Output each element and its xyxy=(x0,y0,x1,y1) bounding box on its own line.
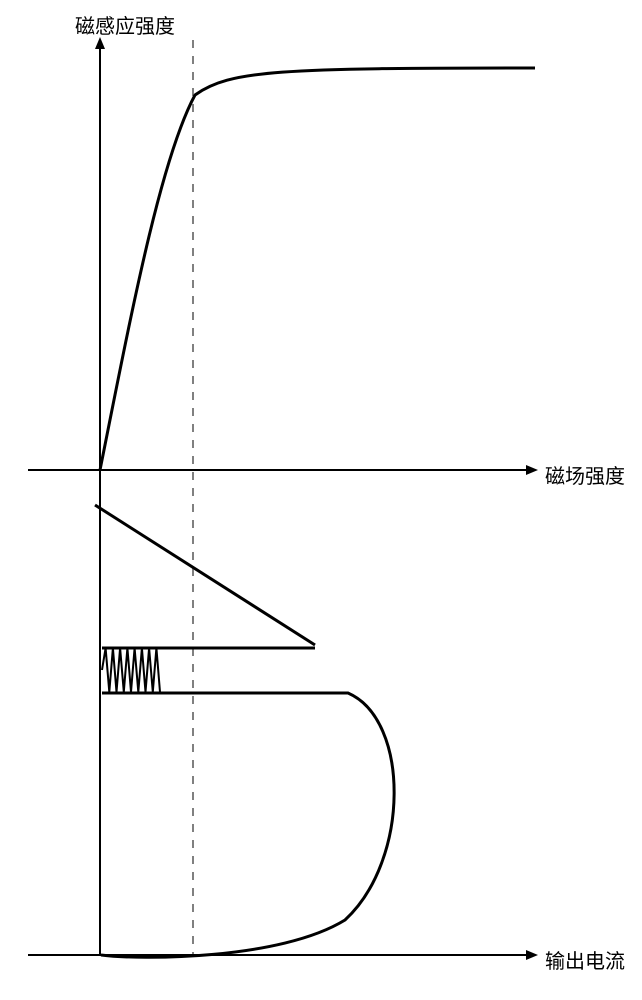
oscillation-curve xyxy=(102,648,160,692)
diagram-svg xyxy=(0,0,642,1000)
output-curve xyxy=(95,505,315,645)
x-axis-bottom-label: 输出电流 xyxy=(545,945,625,974)
diagram-canvas: 磁感应强度 磁场强度 输出电流 xyxy=(0,0,642,1000)
y-axis-top-label: 磁感应强度 xyxy=(75,10,175,39)
output-curve xyxy=(101,693,394,957)
x-axis-top-label: 磁场强度 xyxy=(545,460,625,489)
magnetization-curve xyxy=(100,68,535,470)
output-current-curves xyxy=(95,505,394,957)
